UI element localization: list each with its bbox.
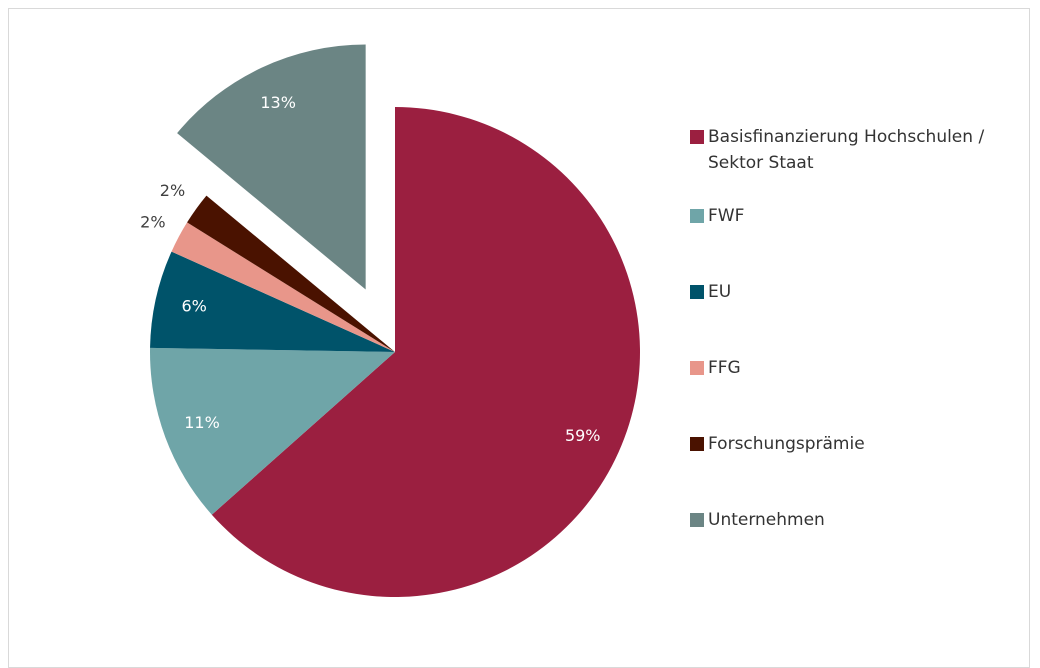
- pie-slice: [150, 251, 395, 352]
- data-label: 6%: [181, 297, 206, 316]
- legend-label: Forschungsprämie: [708, 434, 865, 454]
- pie-slice: [177, 44, 366, 290]
- data-label: 59%: [565, 426, 601, 445]
- pie-slice: [150, 347, 395, 515]
- legend-label: Basisfinanzierung Hochschulen / Sektor S…: [708, 127, 985, 173]
- legend-swatch: [690, 361, 704, 375]
- legend-swatch: [690, 209, 704, 223]
- pie-slice: [187, 195, 395, 352]
- legend-label: FFG: [708, 358, 741, 378]
- legend-swatch: [690, 130, 704, 144]
- data-label: 13%: [260, 93, 296, 112]
- legend-label: Unternehmen: [708, 510, 825, 530]
- legend-item: Basisfinanzierung Hochschulen / Sektor S…: [690, 124, 1030, 203]
- legend-swatch: [690, 437, 704, 451]
- legend-item: EU: [690, 279, 1030, 355]
- legend-label: EU: [708, 282, 732, 302]
- pie-slice: [171, 222, 395, 352]
- legend-item: FWF: [690, 203, 1030, 279]
- data-label: 2%: [160, 181, 185, 200]
- data-label: 2%: [140, 212, 165, 231]
- legend-swatch: [690, 513, 704, 527]
- legend: Basisfinanzierung Hochschulen / Sektor S…: [690, 124, 1030, 583]
- data-label: 11%: [184, 413, 220, 432]
- legend-item: FFG: [690, 355, 1030, 431]
- pie-slice: [211, 107, 641, 598]
- legend-item: Unternehmen: [690, 507, 1030, 583]
- legend-item: Forschungsprämie: [690, 431, 1030, 507]
- legend-swatch: [690, 285, 704, 299]
- legend-label: FWF: [708, 206, 745, 226]
